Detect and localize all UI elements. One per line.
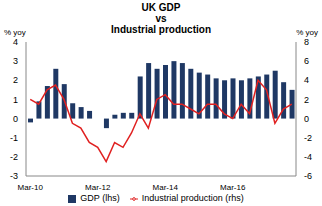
svg-text:4: 4 [13,37,18,47]
html-text:% yoy: % yoy [296,28,318,37]
svg-text:-2: -2 [10,152,18,162]
svg-text:8: 8 [304,37,309,47]
svg-text:Mar-10: Mar-10 [18,183,44,192]
svg-text:Mar-12: Mar-12 [85,183,111,192]
svg-text:-4: -4 [304,152,312,162]
svg-text:-2: -2 [304,133,312,143]
svg-text:-6: -6 [304,171,312,181]
svg-text:Mar-16: Mar-16 [220,183,246,192]
html-text:% yoy: % yoy [4,28,26,37]
svg-text:2: 2 [13,75,18,85]
svg-text:0: 0 [13,114,18,124]
svg-text:3: 3 [13,56,18,66]
svg-text:4: 4 [304,75,309,85]
svg-text:-1: -1 [10,133,18,143]
svg-text:1: 1 [13,95,18,105]
svg-text:2: 2 [304,95,309,105]
html-text:GDP (lhs): GDP (lhs) [80,193,120,203]
svg-text:6: 6 [304,56,309,66]
svg-text:0: 0 [304,114,309,124]
svg-text:-3: -3 [10,171,18,181]
html-text:Industrial production (rhs): Industrial production (rhs) [141,193,244,203]
html-text:UK GDP vs Industrial productio: UK GDP vs Industrial production [111,2,211,35]
svg-text:Mar-14: Mar-14 [153,183,179,192]
